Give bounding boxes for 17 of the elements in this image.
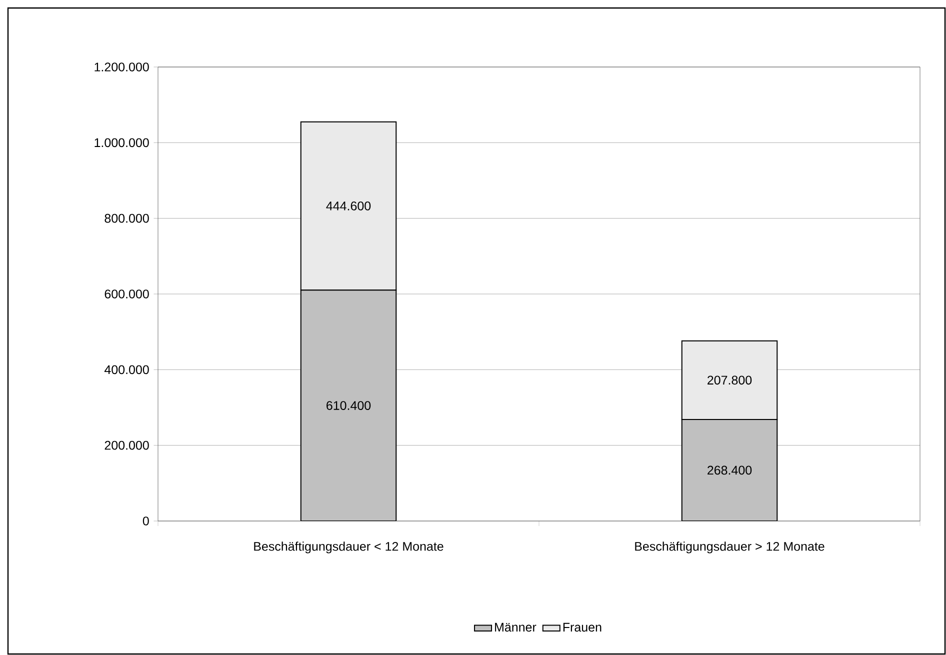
y-tick-label: 800.000	[104, 214, 149, 223]
legend-label: Frauen	[563, 622, 602, 632]
x-tick-label: Beschäftigungsdauer > 12 Monate	[635, 542, 824, 554]
data-label: 207.800	[708, 376, 752, 385]
legend-label: Männer	[495, 622, 536, 632]
y-tick-label: 1.200.000	[94, 62, 149, 72]
y-tick-label: 400.000	[104, 365, 149, 374]
bar	[300, 290, 397, 521]
x-tick-label: Beschäftigungsdauer < 12 Monate	[254, 542, 444, 554]
y-tick-label: 200.000	[104, 440, 149, 450]
data-label: 444.600	[326, 202, 371, 210]
bar	[681, 418, 778, 521]
y-tick-label: 600.000	[104, 290, 149, 298]
data-label: 610.400	[326, 401, 371, 410]
y-tick-label: 0	[142, 516, 149, 526]
y-tick-label: 1.000.000	[94, 138, 149, 148]
data-label: 268.400	[708, 466, 752, 475]
